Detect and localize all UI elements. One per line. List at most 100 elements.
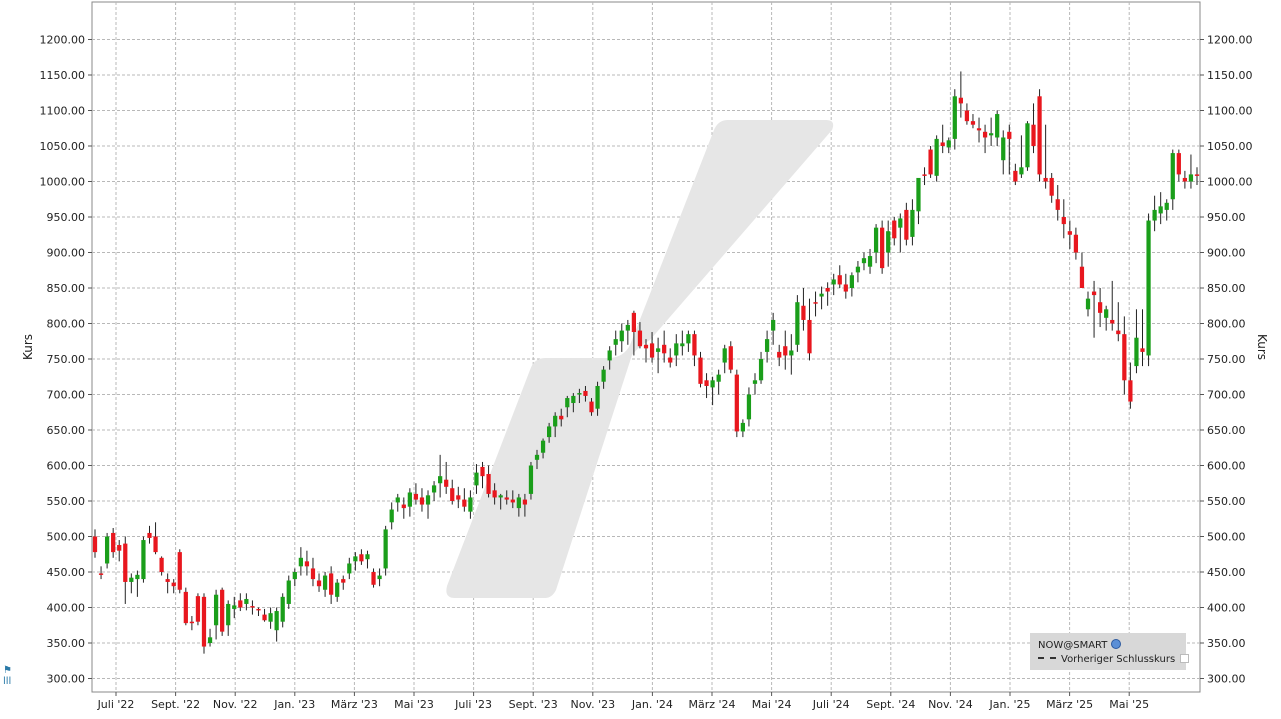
- candle-body: [347, 563, 352, 574]
- candle-body: [916, 177, 921, 212]
- candle-body: [976, 128, 982, 131]
- candle-body: [746, 394, 752, 420]
- candle-body: [655, 348, 661, 352]
- candle-body: [111, 532, 116, 553]
- y-tick-label-left: 750.00: [47, 353, 86, 366]
- candle-body: [880, 227, 885, 269]
- candle-body: [195, 596, 201, 622]
- y-tick-label-left: 1000.00: [40, 176, 86, 189]
- candle-body: [159, 557, 164, 572]
- candle-body: [1134, 337, 1139, 367]
- candle-body: [662, 344, 667, 354]
- candle-body: [716, 374, 721, 382]
- candle-body: [777, 351, 782, 358]
- brand-mark-icon[interactable]: ⚑ lll: [3, 665, 12, 687]
- candle-body: [1194, 174, 1200, 176]
- x-tick-label: Nov. '23: [570, 698, 615, 711]
- y-tick-label-right: 300.00: [1207, 673, 1246, 686]
- candle-body: [322, 575, 328, 590]
- legend-previous-close-row[interactable]: Vorheriger Schlusskurs: [1038, 654, 1190, 665]
- candle-body: [359, 554, 364, 562]
- candle-body: [1104, 309, 1109, 318]
- candle-body: [516, 497, 521, 509]
- x-tick-label: März '24: [688, 698, 735, 711]
- candle-body: [831, 279, 836, 285]
- candle-body: [625, 324, 630, 331]
- y-tick-label-left: 1100.00: [40, 105, 86, 118]
- candle-body: [425, 495, 431, 505]
- candle-body: [292, 572, 297, 580]
- candle-body: [104, 536, 110, 564]
- candle-body: [1049, 177, 1054, 196]
- y-tick-label-right: 1050.00: [1207, 140, 1253, 153]
- candle-body: [631, 312, 637, 333]
- candle-body: [989, 133, 994, 136]
- candle-body: [1146, 220, 1151, 356]
- candle-body: [571, 395, 576, 404]
- y-tick-label-right: 850.00: [1207, 282, 1246, 295]
- candle-body: [547, 426, 552, 438]
- y-tick-label-right: 1200.00: [1207, 34, 1253, 47]
- y-tick-label-left: 1150.00: [40, 69, 86, 82]
- candle-body: [668, 357, 673, 363]
- x-tick-label: Mai '24: [752, 698, 792, 711]
- candle-body: [740, 422, 745, 432]
- x-tick-label: Nov. '24: [928, 698, 973, 711]
- legend-instrument-row[interactable]: NOW@SMART: [1038, 639, 1122, 651]
- candle-body: [559, 415, 564, 420]
- candle-body: [910, 209, 915, 237]
- candle-body: [462, 499, 467, 507]
- candle-body: [480, 466, 485, 477]
- candle-body: [613, 339, 618, 345]
- y-tick-label-left: 650.00: [47, 424, 86, 437]
- x-tick-label: Mai '23: [394, 698, 434, 711]
- legend-previous-close-label: Vorheriger Schlusskurs: [1061, 654, 1176, 665]
- candle-body: [226, 603, 231, 626]
- candle-body: [395, 497, 400, 503]
- candle-body: [601, 369, 606, 382]
- candle-body: [329, 573, 334, 595]
- x-tick-label: Juli '24: [812, 698, 850, 711]
- candle-body: [1019, 167, 1024, 175]
- y-tick-label-left: 950.00: [47, 211, 86, 224]
- candle-body: [577, 393, 582, 395]
- candle-body: [1025, 123, 1030, 168]
- candle-body: [165, 579, 170, 582]
- candle-body: [98, 573, 104, 575]
- candle-body: [813, 302, 818, 304]
- candle-body: [892, 220, 897, 239]
- y-tick-label-right: 950.00: [1207, 211, 1246, 224]
- candle-body: [1001, 137, 1006, 161]
- y-axis-left: 300.00 350.00 400.00 450.00 500.00 550.00 600.…: [40, 34, 92, 686]
- candle-body: [837, 275, 842, 285]
- candle-body: [534, 454, 540, 460]
- candle-body: [1128, 380, 1133, 402]
- candle-body: [383, 529, 388, 569]
- y-tick-label-left: 450.00: [47, 566, 86, 579]
- candle-body: [213, 594, 219, 626]
- x-tick-label: Juli '23: [454, 698, 492, 711]
- candle-body: [825, 288, 830, 292]
- candle-body: [341, 579, 346, 583]
- previous-close-checkbox[interactable]: [1180, 654, 1190, 663]
- candle-body: [220, 589, 225, 632]
- candle-body: [964, 110, 970, 122]
- legend[interactable]: NOW@SMART Vorheriger Schlusskurs: [1030, 633, 1190, 670]
- y-tick-label-right: 900.00: [1207, 247, 1246, 260]
- y-tick-label-right: 400.00: [1207, 602, 1246, 615]
- candle-body: [238, 600, 243, 608]
- candle-body: [413, 493, 419, 500]
- candle-body: [565, 398, 570, 408]
- y-tick-label-right: 1100.00: [1207, 105, 1253, 118]
- candle-body: [117, 545, 122, 551]
- candle-body: [280, 596, 285, 622]
- dashed-line-icon: [1038, 657, 1056, 659]
- candle-body: [904, 209, 909, 240]
- x-tick-label: Sept. '22: [151, 698, 200, 711]
- candle-body: [298, 557, 303, 567]
- y-tick-label-right: 1150.00: [1207, 69, 1253, 82]
- candle-body: [553, 415, 558, 427]
- candle-body: [1158, 206, 1163, 214]
- candle-body: [1152, 209, 1157, 221]
